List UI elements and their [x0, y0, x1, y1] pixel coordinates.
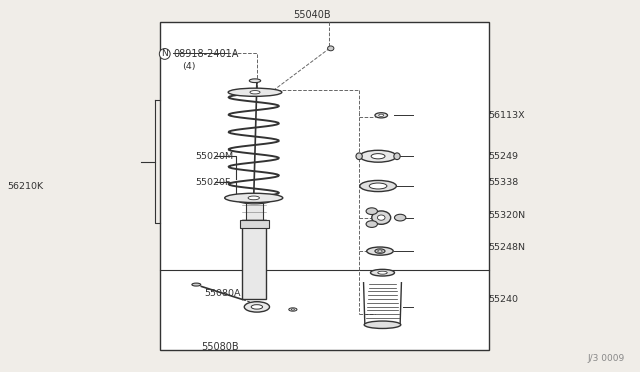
Ellipse shape [291, 309, 294, 310]
Ellipse shape [244, 302, 269, 312]
Ellipse shape [371, 269, 394, 276]
Ellipse shape [248, 196, 259, 200]
Ellipse shape [367, 247, 393, 255]
Ellipse shape [356, 153, 362, 160]
Text: 55080A: 55080A [205, 289, 241, 298]
Ellipse shape [366, 208, 378, 215]
Ellipse shape [192, 283, 201, 286]
Ellipse shape [379, 114, 384, 116]
Ellipse shape [378, 250, 382, 252]
Text: 55080B: 55080B [202, 342, 239, 352]
Ellipse shape [250, 91, 260, 94]
Text: 56113X: 56113X [488, 111, 525, 120]
Ellipse shape [364, 321, 401, 328]
Ellipse shape [328, 46, 334, 51]
Text: 55020M: 55020M [195, 152, 233, 161]
Bar [240, 220, 269, 228]
Text: 55240: 55240 [488, 295, 518, 304]
Ellipse shape [239, 198, 270, 204]
Text: 56210K: 56210K [8, 182, 44, 190]
Text: 55248N: 55248N [488, 243, 525, 252]
Ellipse shape [369, 183, 387, 189]
Text: 55249: 55249 [488, 152, 518, 161]
Ellipse shape [360, 150, 396, 162]
Bar [161, 22, 488, 350]
Text: (4): (4) [182, 62, 196, 71]
Bar [243, 225, 266, 299]
Text: 08918-2401A: 08918-2401A [173, 49, 238, 59]
Text: N: N [161, 49, 168, 58]
Ellipse shape [289, 308, 297, 311]
Ellipse shape [252, 305, 262, 309]
Ellipse shape [250, 79, 260, 83]
Ellipse shape [378, 215, 385, 220]
Text: 55020F: 55020F [195, 178, 230, 187]
Ellipse shape [360, 180, 396, 192]
Ellipse shape [375, 113, 388, 118]
Ellipse shape [394, 214, 406, 221]
Ellipse shape [228, 88, 282, 96]
Ellipse shape [366, 221, 378, 227]
Ellipse shape [371, 154, 385, 159]
Ellipse shape [375, 249, 385, 253]
Ellipse shape [225, 193, 283, 202]
Text: 55040B: 55040B [293, 10, 331, 20]
Ellipse shape [394, 153, 400, 160]
Bar [246, 200, 263, 225]
Text: 55320N: 55320N [488, 211, 525, 220]
Ellipse shape [372, 211, 390, 224]
Text: J/3 0009: J/3 0009 [587, 354, 624, 363]
Text: 55338: 55338 [488, 178, 519, 187]
Ellipse shape [378, 271, 387, 274]
